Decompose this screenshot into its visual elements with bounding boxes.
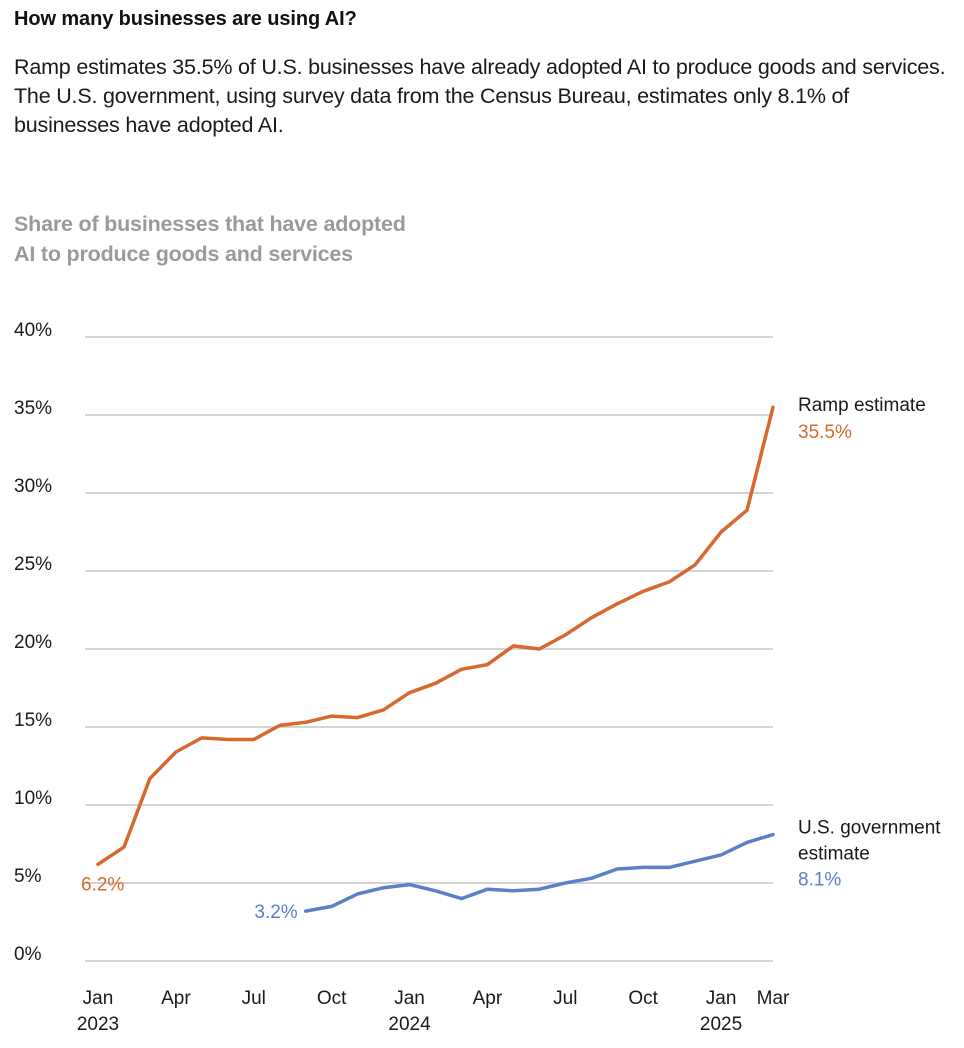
x-tick-label: Jan bbox=[83, 988, 114, 1009]
headline: How many businesses are using AI? bbox=[14, 8, 357, 30]
chart-title-line-1: Share of businesses that have adopted bbox=[14, 212, 406, 236]
x-tick-label: Jan bbox=[706, 988, 737, 1009]
x-tick-year-label: 2023 bbox=[77, 1014, 119, 1035]
y-tick-label: 25% bbox=[14, 554, 52, 575]
chart-title-line-2: AI to produce goods and services bbox=[14, 242, 353, 266]
government-end-label: 8.1% bbox=[798, 870, 841, 891]
y-tick-label: 0% bbox=[14, 944, 42, 965]
ramp-series-name: Ramp estimate bbox=[798, 395, 926, 416]
y-tick-label: 35% bbox=[14, 398, 52, 419]
y-tick-label: 30% bbox=[14, 476, 52, 497]
x-tick-label: Oct bbox=[628, 988, 658, 1009]
x-tick-year-label: 2024 bbox=[388, 1014, 431, 1035]
ramp-end-label: 35.5% bbox=[798, 422, 852, 443]
ramp-estimate-line bbox=[96, 405, 775, 867]
government-series-name-line: U.S. government bbox=[798, 818, 941, 839]
y-tick-label: 5% bbox=[14, 866, 42, 887]
x-tick-label: Oct bbox=[317, 988, 347, 1009]
x-tick-year-label: 2025 bbox=[700, 1014, 742, 1035]
government-series-name-line: estimate bbox=[798, 844, 870, 865]
chart-title: Share of businesses that have adopted AI… bbox=[14, 209, 474, 269]
y-tick-label: 20% bbox=[14, 632, 52, 653]
x-tick-label: Jul bbox=[553, 988, 577, 1009]
x-tick-label: Mar bbox=[757, 988, 790, 1009]
x-tick-label: Jan bbox=[394, 988, 425, 1009]
x-axis-ticks: Jan 2023 Apr Jul Oct Jan 2024 Apr Jul Oct Jan 2025 M… bbox=[77, 988, 790, 1035]
y-tick-label: 10% bbox=[14, 788, 52, 809]
series-labels: 6.2% Ramp estimate 35.5% 3.2% U.S. governmen… bbox=[81, 395, 941, 923]
government-estimate-line bbox=[303, 832, 775, 913]
government-start-label: 3.2% bbox=[254, 902, 297, 923]
x-tick-label: Apr bbox=[161, 988, 191, 1009]
y-axis-ticks: 0% 5% 10% 15% 20% 25% 30% 35% 40% bbox=[14, 320, 52, 965]
gridlines bbox=[85, 336, 773, 962]
x-tick-label: Apr bbox=[473, 988, 503, 1009]
series-lines bbox=[96, 405, 775, 913]
ramp-start-label: 6.2% bbox=[81, 874, 124, 895]
y-tick-label: 40% bbox=[14, 320, 52, 341]
x-tick-label: Jul bbox=[242, 988, 266, 1009]
description: Ramp estimates 35.5% of U.S. businesses … bbox=[14, 55, 946, 137]
y-tick-label: 15% bbox=[14, 710, 52, 731]
